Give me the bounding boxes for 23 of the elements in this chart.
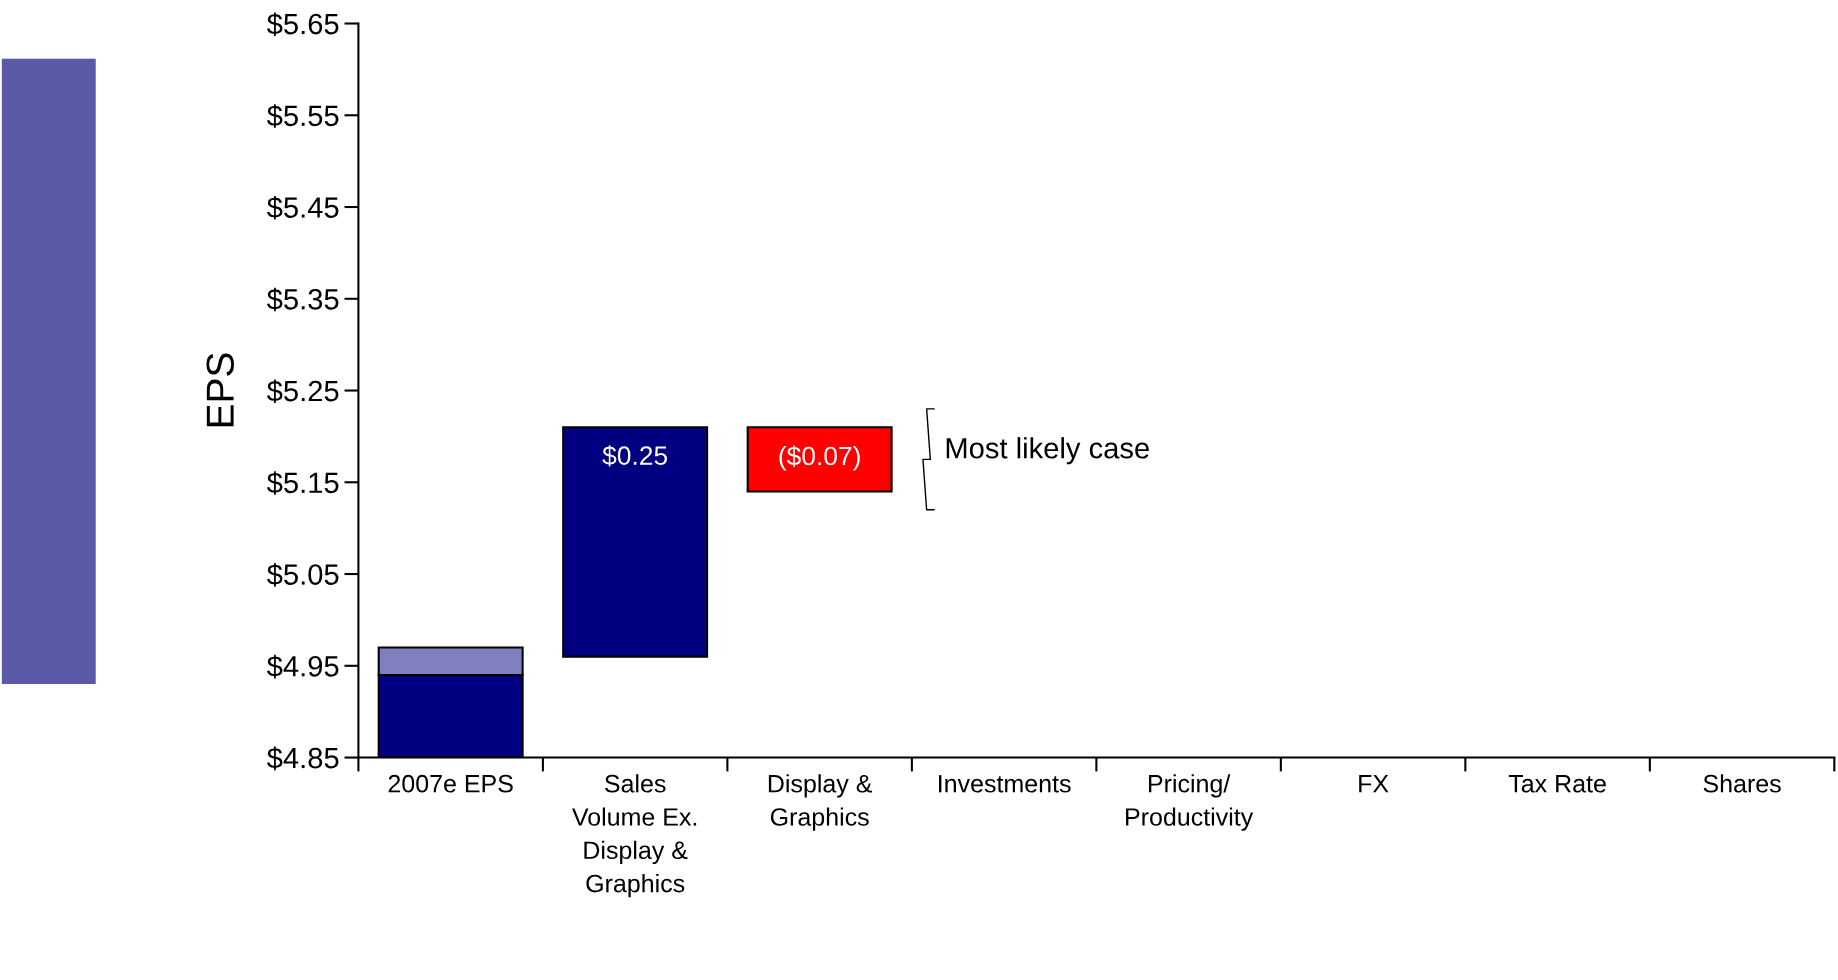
x-tick-label: 2007e EPS [388,774,513,793]
bar [746,426,893,493]
x-tick-label: Pricing/ Productivity [1126,774,1254,831]
y-tick-label: $4.85 [266,746,339,771]
y-tick-label: $5.05 [266,563,339,587]
x-tick-label: FX [1359,775,1389,793]
x-tick-label: Display & Graphics [768,774,873,831]
x-tick-label: Investments [939,775,1071,793]
data-label: $0.25 [602,445,668,467]
annotation: Most likely case [946,437,1149,465]
x-tick-label: Tax Rate [1508,775,1606,793]
y-tick-label: $5.15 [266,471,339,495]
y-tick-label: $5.45 [266,196,339,220]
x-tick-label: Sales Volume Ex. Display & Graphics [572,774,697,898]
x-tick-label: Shares [1703,774,1781,793]
data-label: ($0.07) [779,445,860,471]
bar [562,426,709,658]
y-tick-label: $5.25 [266,379,339,404]
y-tick-label: $5.35 [266,287,339,312]
y-tick-label: $5.65 [266,12,339,37]
y-tick-label: $4.95 [266,654,339,679]
y-tick-label: $5.55 [266,104,339,128]
y-axis-title: EPS [206,353,234,427]
